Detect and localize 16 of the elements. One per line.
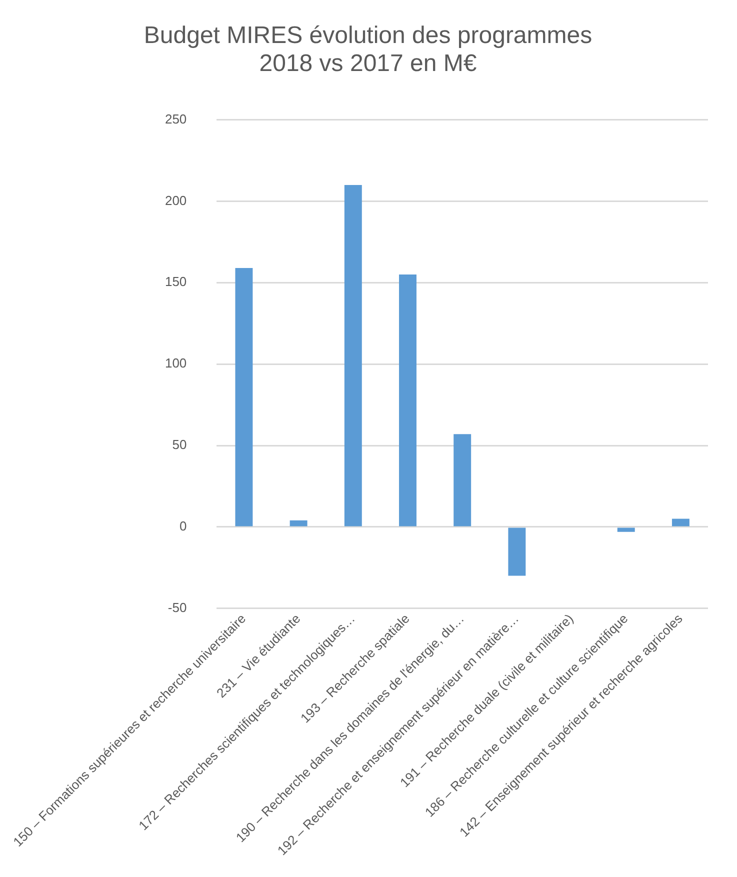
bar xyxy=(617,528,635,532)
y-tick-label: 50 xyxy=(172,437,187,452)
bar xyxy=(508,528,526,576)
y-tick-label: 100 xyxy=(164,356,187,371)
y-tick-label: 150 xyxy=(164,274,187,290)
bar xyxy=(672,518,690,526)
bar xyxy=(454,434,472,526)
y-tick-label: -50 xyxy=(168,600,187,615)
bar xyxy=(344,184,362,526)
bar xyxy=(399,274,416,526)
y-tick-label: 0 xyxy=(179,518,187,534)
chart-title: Budget MIRES évolution des programmes 2018 vs 2017 en M€ xyxy=(142,21,594,79)
bar xyxy=(290,520,308,526)
y-tick-label: 200 xyxy=(164,192,187,208)
bar xyxy=(235,268,253,526)
y-tick-label: 250 xyxy=(164,111,187,126)
